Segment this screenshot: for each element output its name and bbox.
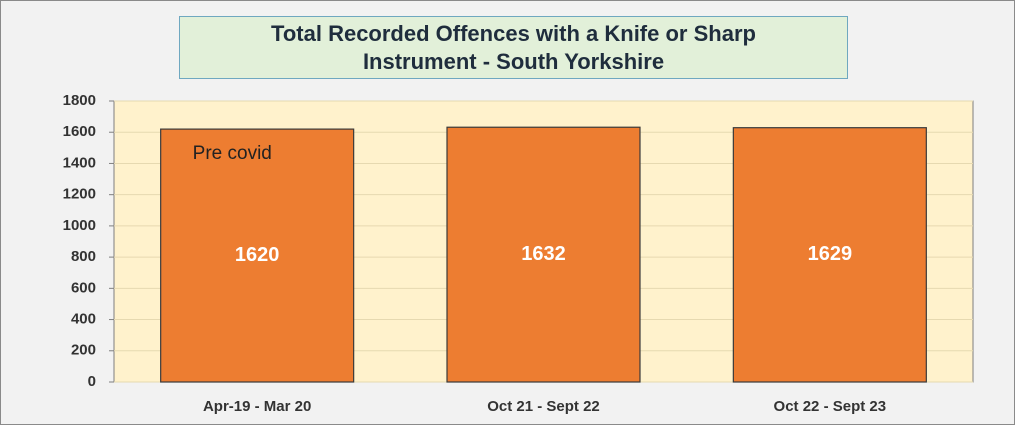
y-tick-label: 1600 xyxy=(63,123,96,140)
bar xyxy=(732,127,927,383)
data-label: 1632 xyxy=(521,243,566,265)
annotation: Pre covid xyxy=(193,143,272,164)
x-tick-label: Oct 22 - Sept 23 xyxy=(774,398,887,415)
data-label: 1620 xyxy=(235,244,280,266)
data-label: 1629 xyxy=(808,243,853,265)
y-tick-label: 600 xyxy=(71,279,96,296)
x-tick-label: Oct 21 - Sept 22 xyxy=(487,398,600,415)
y-tick-label: 200 xyxy=(71,342,96,359)
x-tick-label: Apr-19 - Mar 20 xyxy=(203,398,311,415)
y-tick-label: 1200 xyxy=(63,186,96,203)
chart-title: Total Recorded Offences with a Knife or … xyxy=(179,16,848,79)
y-tick-label: 800 xyxy=(71,248,96,265)
y-tick-label: 0 xyxy=(88,373,96,390)
y-tick-label: 1400 xyxy=(63,154,96,171)
bar xyxy=(160,128,355,383)
y-tick-label: 1800 xyxy=(63,92,96,109)
bar xyxy=(446,126,641,383)
y-tick-label: 400 xyxy=(71,311,96,328)
y-tick-label: 1000 xyxy=(63,217,96,234)
